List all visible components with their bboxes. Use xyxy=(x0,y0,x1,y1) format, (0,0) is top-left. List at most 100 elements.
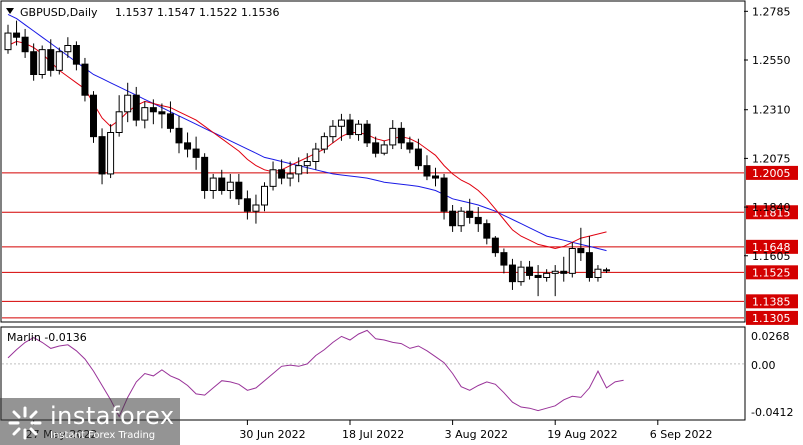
candle-body-7 xyxy=(64,45,72,53)
candle-66 xyxy=(568,242,576,278)
candle-69 xyxy=(594,265,602,282)
candle-body-40 xyxy=(346,119,354,136)
candle-body-48 xyxy=(414,148,422,167)
candle-body-69 xyxy=(594,268,602,279)
candle-body-38 xyxy=(329,125,337,138)
watermark-brand: instaforex xyxy=(50,402,175,430)
candle-48 xyxy=(414,138,422,170)
candle-body-5 xyxy=(47,49,55,71)
candle-body-0 xyxy=(4,32,12,51)
candle-body-44 xyxy=(380,144,388,154)
level-tag-0 xyxy=(746,165,798,180)
candle-4 xyxy=(38,45,46,79)
candle-body-34 xyxy=(295,165,303,175)
candle-13 xyxy=(115,95,123,137)
candle-40 xyxy=(346,113,354,139)
time-tick-label-1: 30 Jun 2022 xyxy=(239,428,305,441)
candle-61 xyxy=(526,260,534,280)
candle-19 xyxy=(166,101,174,133)
candle-body-23 xyxy=(201,156,209,192)
candle-15 xyxy=(132,86,140,127)
candle-body-12 xyxy=(107,132,115,175)
candle-59 xyxy=(508,258,516,290)
candle-33 xyxy=(286,161,294,187)
indicator-scale-mid: 0.00 xyxy=(751,359,776,372)
watermark-background xyxy=(0,398,180,445)
time-tick-label-4: 19 Aug 2022 xyxy=(547,428,617,441)
time-tick-label-3: 3 Aug 2022 xyxy=(445,428,508,441)
candle-body-59 xyxy=(508,264,516,283)
candle-27 xyxy=(235,173,243,205)
candle-24 xyxy=(209,173,217,199)
candle-22 xyxy=(192,136,200,170)
candle-62 xyxy=(534,265,542,297)
candle-37 xyxy=(320,132,328,154)
candle-34 xyxy=(295,157,303,183)
candle-body-55 xyxy=(474,216,482,225)
chart-menu-triangle-icon[interactable] xyxy=(6,8,14,14)
candle-body-54 xyxy=(466,210,474,218)
level-label-3: 1.1525 xyxy=(752,266,791,279)
candle-body-27 xyxy=(235,181,243,200)
candle-8 xyxy=(72,41,80,71)
candle-body-68 xyxy=(585,252,593,278)
horizontal-levels: 1.2005 1.1815 1.1648 1.1525 1.1385 1.1305 xyxy=(2,165,798,325)
candle-body-43 xyxy=(372,142,380,154)
candle-12 xyxy=(107,124,115,179)
time-tick-label-5: 6 Sep 2022 xyxy=(650,428,713,441)
candle-body-30 xyxy=(261,185,268,206)
candle-body-45 xyxy=(389,127,397,146)
candle-36 xyxy=(312,142,320,170)
candle-35 xyxy=(303,153,311,174)
candle-28 xyxy=(243,190,251,220)
candle-14 xyxy=(124,82,132,123)
candle-43 xyxy=(372,136,380,158)
level-label-2: 1.1648 xyxy=(752,241,791,254)
candle-body-10 xyxy=(90,94,97,138)
level-tag-3 xyxy=(746,265,798,280)
candle-52 xyxy=(449,205,457,232)
candle-body-6 xyxy=(55,51,63,71)
candle-45 xyxy=(389,120,397,150)
level-tag-4 xyxy=(746,294,798,309)
candle-body-50 xyxy=(432,175,439,179)
chart-ohlc: 1.1537 1.1547 1.1522 1.1536 xyxy=(115,6,279,19)
candle-body-11 xyxy=(98,136,106,175)
candle-body-22 xyxy=(192,148,200,158)
price-tick-label-4: 1.1840 xyxy=(752,201,791,214)
candle-body-31 xyxy=(269,169,277,187)
candle-53 xyxy=(457,207,465,232)
candle-17 xyxy=(149,99,157,125)
level-label-1: 1.1815 xyxy=(752,206,791,219)
candle-1 xyxy=(13,20,21,46)
candle-20 xyxy=(175,115,183,154)
candle-body-2 xyxy=(21,36,29,53)
candle-body-47 xyxy=(406,142,414,150)
candle-25 xyxy=(218,169,226,195)
candle-16 xyxy=(141,101,149,129)
candle-11 xyxy=(98,128,106,185)
candle-68 xyxy=(585,236,593,282)
candle-body-18 xyxy=(158,111,166,115)
candle-body-1 xyxy=(13,32,21,38)
candle-0 xyxy=(4,24,12,54)
candle-body-4 xyxy=(38,49,46,75)
candle-21 xyxy=(184,132,192,158)
indicator-scale-top: 0.0268 xyxy=(751,330,790,343)
candle-body-36 xyxy=(312,148,320,162)
candle-body-14 xyxy=(124,94,132,113)
candle-5 xyxy=(47,39,55,77)
candlesticks xyxy=(4,20,610,297)
candle-body-51 xyxy=(440,177,448,212)
candle-body-65 xyxy=(560,270,568,274)
price-tick-label-3: 1.2075 xyxy=(752,152,791,165)
candle-body-70 xyxy=(603,269,610,272)
price-axis: 1.2785 1.2550 1.2310 1.2075 1.1840 1.1605 xyxy=(744,5,791,263)
candle-body-19 xyxy=(166,113,174,129)
candle-body-42 xyxy=(363,123,371,144)
candle-42 xyxy=(363,120,371,147)
price-panel xyxy=(0,0,746,323)
price-tick-label-2: 1.2310 xyxy=(752,104,791,117)
candle-body-3 xyxy=(30,51,38,76)
candle-body-28 xyxy=(243,198,251,212)
